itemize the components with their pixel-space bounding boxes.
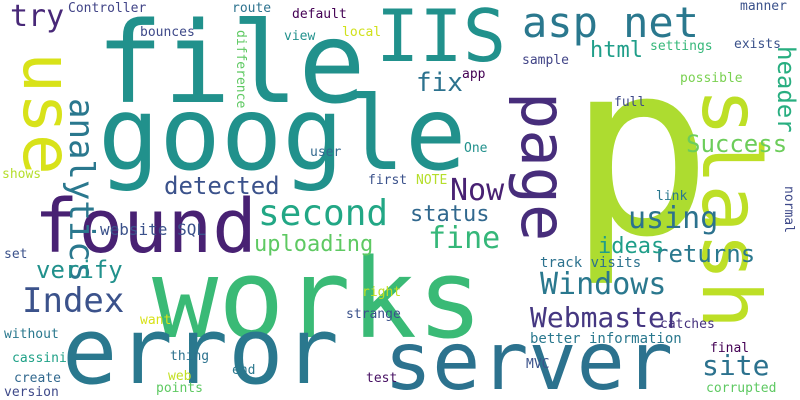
word-works: works [152,235,484,363]
word-possible: possible [680,71,743,86]
word-ideas: ideas [598,234,665,259]
word-found: found [34,184,257,270]
word-p: p [568,10,713,290]
word-want: want [140,313,172,328]
word-fine: fine [428,221,501,256]
word-header: header [772,46,800,133]
word-detected: detected [164,172,280,200]
word-normal: normal [781,186,796,233]
word-better-information: better information [530,331,682,347]
word-corrupted: corrupted [706,381,777,396]
word-fix: fix [416,68,463,98]
word-server: server [384,315,673,400]
word-file: file [96,0,366,129]
word-sample: sample [522,53,569,68]
word-windows: Windows [540,267,667,302]
word-difference: difference [233,30,248,109]
word-status: status [410,202,490,227]
word-uploading: uploading [254,232,374,257]
word-bounces: bounces [140,25,195,40]
word-without: without [4,327,59,342]
word-now: Now [450,173,505,208]
word-full: full [614,95,646,110]
word-version: version [4,385,59,400]
word-set: set [4,247,28,262]
word-local: local [342,25,382,40]
word-shows: shows [2,167,42,182]
word-exists: exists [734,37,781,52]
word-end: end [232,363,256,378]
word-note: NOTE [416,173,448,188]
word-analytics: analytics [61,98,101,283]
word-second: second [258,193,389,234]
word-catches: catches [660,317,715,332]
word-first: first [368,173,408,188]
word-cassini: cassini [12,351,67,366]
word-one: One [464,141,488,156]
word-webmaster: Webmaster [530,301,682,334]
word-user: user [310,145,342,160]
word-web: web [168,369,192,384]
word-google: google [98,75,467,194]
word-iis: IIS [376,0,507,78]
word-success: Success [686,130,788,158]
word-link: link [656,189,688,204]
word-controller: Controller [68,1,147,16]
word-website-sql: website SQL [100,220,206,239]
word-settings: settings [650,39,713,54]
word-asp-net: asp net [522,0,700,47]
word-strange: strange [346,307,401,322]
word-error: error [62,298,339,400]
word-using: using [628,201,719,236]
word-mvc: MVC [526,357,550,372]
word-html: html [590,38,643,63]
word-view: view [284,29,316,44]
word-page: page [507,92,580,242]
word-site: site [702,349,770,382]
word-slash: slash [684,88,777,329]
word-right: right [362,285,402,300]
word-route: route [232,1,272,16]
word-verify: verify [36,256,123,284]
word-default: default [292,7,347,22]
word-try: try [10,0,65,34]
word-final: final [710,341,750,356]
word-thing: thing [170,349,210,364]
word-track-visits: track visits [540,255,642,271]
word-create: create [14,371,61,386]
word-test: test [366,371,398,386]
word-manner: manner [740,0,787,14]
word-index: Index [22,281,125,321]
word-returns: returns [654,240,756,268]
word-app: app [462,67,486,82]
word-use: use [7,52,86,175]
word-points: points [156,381,203,396]
